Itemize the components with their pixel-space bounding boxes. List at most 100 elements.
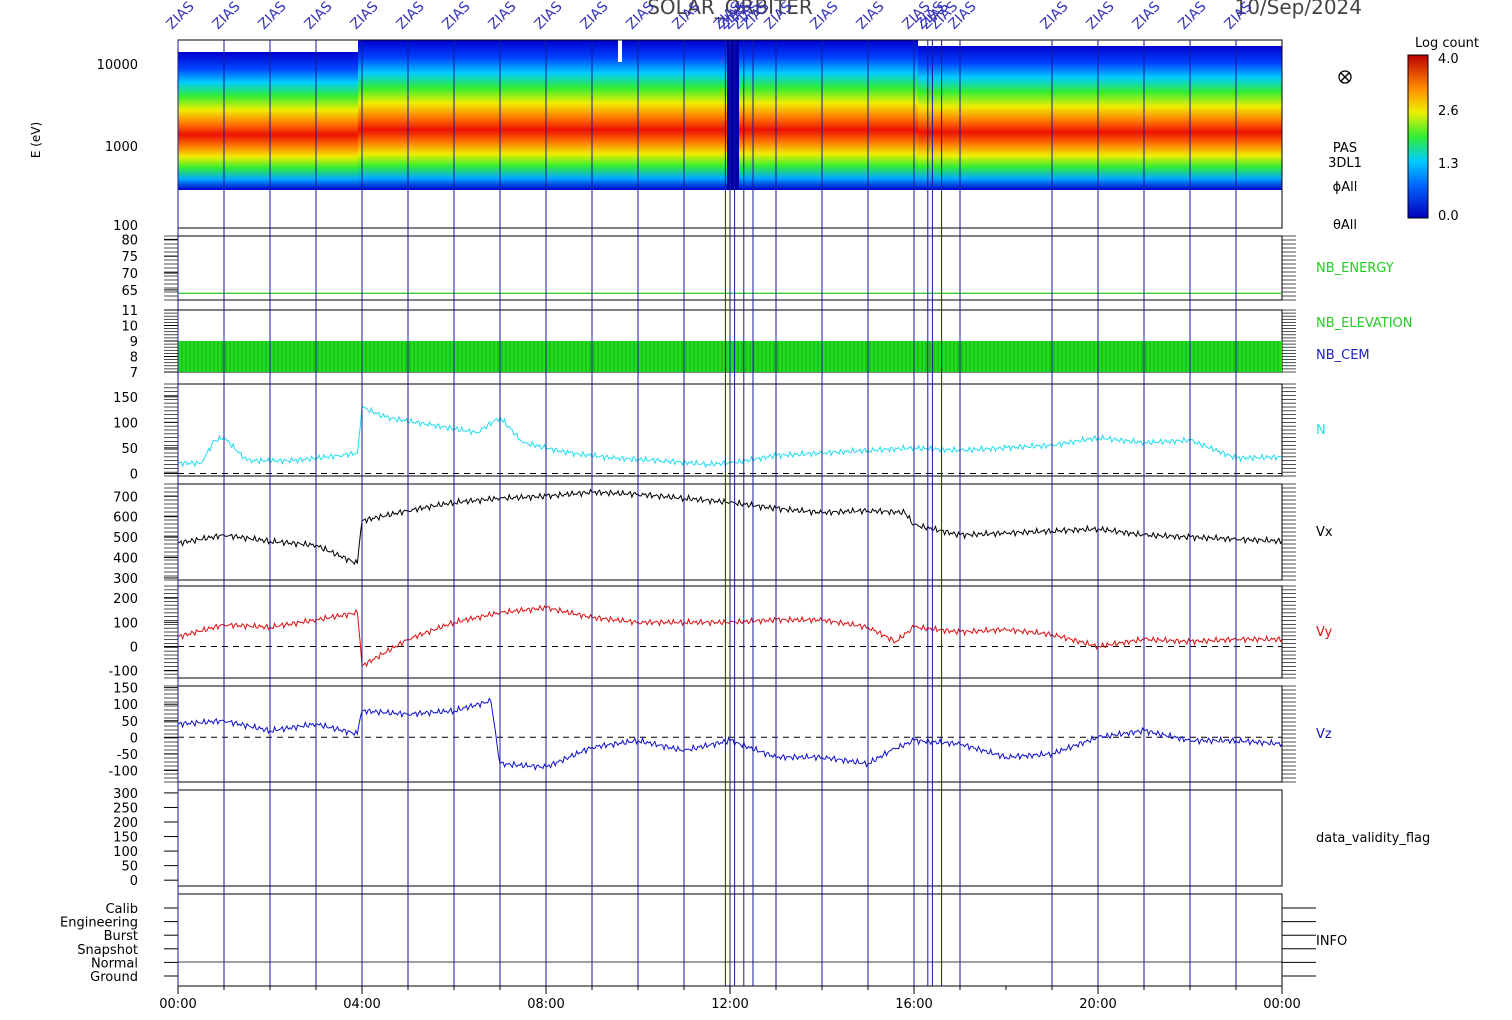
vy-panel: 200 100 0 -100 Vy (108, 585, 1333, 680)
time-tick: 00:00 (159, 997, 196, 1012)
density-ytick: 50 (121, 442, 138, 457)
vz-ytick: 0 (130, 731, 138, 746)
info-ytick: Ground (90, 970, 138, 985)
vy-label: Vy (1316, 625, 1333, 640)
vx-ytick: 600 (113, 511, 138, 526)
elevation-ytick: 7 (130, 366, 138, 381)
marker-label: ZIAS (256, 0, 290, 33)
validity-ytick: 50 (121, 860, 138, 875)
vz-ytick: 150 (113, 682, 138, 697)
time-tick: 04:00 (343, 997, 380, 1012)
info-ytick: Burst (104, 929, 138, 944)
marker-label: ZIAS (440, 0, 474, 33)
energy-ytick: 70 (121, 267, 138, 282)
spectrogram-gap (618, 40, 622, 62)
info-label: INFO (1316, 934, 1347, 949)
spectrogram-ytick: 1000 (105, 140, 138, 155)
time-axis: 00:00 04:00 08:00 12:00 16:00 20:00 00:00 (159, 986, 1301, 1012)
spectrogram-ytick: 10000 (97, 58, 138, 73)
colorbar-title: Log count (1415, 36, 1479, 51)
marker-label: ZIAS (1084, 0, 1118, 33)
spectrogram-label-phi: ϕAll (1333, 180, 1358, 195)
density-ytick: 150 (113, 391, 138, 406)
energy-ytick: 65 (121, 284, 138, 299)
vz-ytick: 100 (113, 698, 138, 713)
time-tick: 12:00 (711, 997, 748, 1012)
elevation-label: NB_ELEVATION (1316, 316, 1413, 331)
validity-ytick: 100 (113, 845, 138, 860)
marker-label: ZIAS (1176, 0, 1210, 33)
validity-ytick: 200 (113, 816, 138, 831)
vx-panel: 700 600 500 400 300 Vx (113, 483, 1333, 587)
vx-ytick: 400 (113, 552, 138, 567)
plot-title: SOLAR_ORBITER (647, 0, 813, 19)
vy-ytick: 0 (130, 641, 138, 656)
vx-label: Vx (1316, 525, 1333, 540)
marker-label: ZIAS (578, 0, 612, 33)
elevation-ytick: 11 (121, 304, 138, 319)
vx-ytick: 700 (113, 490, 138, 505)
marker-label: ZIAS (532, 0, 566, 33)
vx-ytick: 300 (113, 572, 138, 587)
marker-lines (177, 40, 1237, 986)
validity-ytick: 250 (113, 801, 138, 816)
time-tick: 20:00 (1079, 997, 1116, 1012)
elevation-ytick: 9 (130, 335, 138, 350)
cem-label: NB_CEM (1316, 348, 1370, 363)
info-ytick: Engineering (60, 916, 138, 931)
cross-circle-icon (1338, 70, 1352, 84)
spectrogram-label-pas: PAS (1333, 141, 1357, 156)
density-ytick: 100 (113, 416, 138, 431)
validity-label: data_validity_flag (1316, 831, 1430, 846)
time-tick: 08:00 (527, 997, 564, 1012)
vy-ytick: 200 (113, 592, 138, 607)
spectrogram-band (178, 52, 358, 190)
vy-ytick: -100 (108, 665, 138, 680)
spectrogram-gap (727, 40, 739, 190)
time-tick: 00:00 (1263, 997, 1300, 1012)
vz-label: Vz (1316, 727, 1332, 742)
info-panel: CalibEngineeringBurstSnapshotNormalGroun… (60, 893, 1347, 987)
colorbar-tick: 2.6 (1438, 104, 1459, 119)
vx-ytick: 500 (113, 531, 138, 546)
spectrogram-ylabel: E (eV) (29, 122, 43, 158)
marker-label: ZIAS (854, 0, 888, 33)
density-ytick: 0 (130, 467, 138, 482)
elevation-ytick: 8 (130, 351, 138, 366)
marker-label: ZIAS (348, 0, 382, 33)
colorbar-tick: 4.0 (1438, 52, 1459, 67)
marker-label: ZIAS (210, 0, 244, 33)
plot-date: 10/Sep/2024 (1234, 0, 1362, 19)
spectrogram-ytick: 100 (113, 219, 138, 234)
elevation-ytick: 10 (121, 320, 138, 335)
marker-label: ZIAS (302, 0, 336, 33)
validity-ytick: 0 (130, 874, 138, 889)
marker-label: ZIAS (164, 0, 198, 33)
energy-panel: NB_ENERGY 80 75 70 65 (121, 233, 1394, 301)
spectrogram-label-3dl1: 3DL1 (1328, 156, 1362, 171)
energy-ytick: 75 (121, 250, 138, 265)
validity-ytick: 150 (113, 831, 138, 846)
density-label: N (1316, 423, 1326, 438)
marker-label: ZIAS (486, 0, 520, 33)
marker-label: ZIAS (394, 0, 428, 33)
spectrogram-panel: E (eV) 10000 1000 100 PAS 3DL1 ϕAll θAll (29, 39, 1362, 234)
vz-ytick: -50 (117, 748, 138, 763)
colorbar-tick: 1.3 (1438, 157, 1459, 172)
spectrogram-label-theta: θAll (1333, 218, 1357, 233)
info-ytick: Calib (105, 902, 138, 917)
info-ytick: Snapshot (77, 943, 138, 958)
time-tick: 16:00 (895, 997, 932, 1012)
vz-ytick: -100 (108, 764, 138, 779)
spectrogram-band (918, 46, 1282, 190)
info-ytick: Normal (91, 956, 138, 971)
marker-label: ZIAS (1038, 0, 1072, 33)
vy-ytick: 100 (113, 616, 138, 631)
colorbar (1407, 54, 1429, 219)
energy-ytick: 80 (121, 233, 138, 248)
marker-label: ZIAS (1130, 0, 1164, 33)
vz-ytick: 50 (121, 715, 138, 730)
